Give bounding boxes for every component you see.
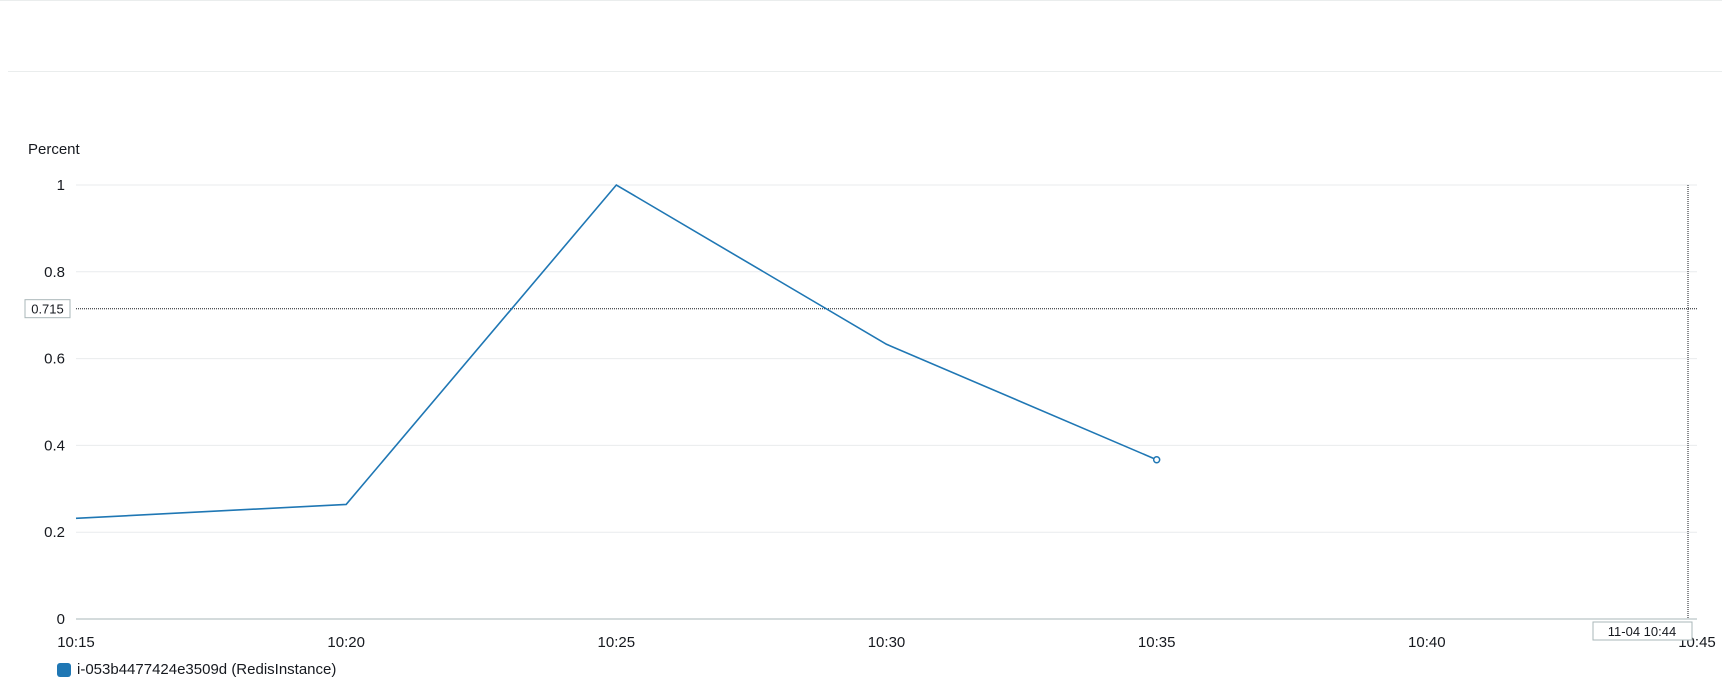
y-tick-label: 0: [57, 611, 65, 628]
x-tick-label: 10:20: [327, 634, 365, 651]
series-line: [75, 183, 1157, 520]
y-tick-label: 0.6: [44, 351, 65, 368]
chart-legend[interactable]: i-053b4477424e3509d (RedisInstance): [57, 661, 336, 678]
x-tick-label: 10:25: [598, 634, 636, 651]
x-tick-label: 10:15: [57, 634, 95, 651]
legend-series-label: i-053b4477424e3509d (RedisInstance): [77, 661, 337, 678]
x-tick-label: 10:35: [1138, 634, 1176, 651]
y-tick-label: 0.8: [44, 264, 65, 281]
top-edge-line: [0, 0, 1722, 1]
y-axis-unit-label: Percent: [28, 141, 80, 158]
x-tick-label: 10:30: [868, 634, 906, 651]
x-tick-label: 10:40: [1408, 634, 1446, 651]
crosshair-y-value: 0.715: [31, 302, 64, 317]
crosshair-x-time: 11-04 10:44: [1608, 624, 1676, 639]
legend-swatch: [57, 662, 71, 677]
y-tick-label: 0.4: [44, 437, 65, 454]
series-last-point: [1152, 455, 1161, 464]
y-tick-label: 1: [57, 177, 65, 194]
header-divider: [8, 71, 1722, 72]
crosshair-y-box: [24, 299, 71, 319]
crosshair-x-box: [1592, 621, 1693, 641]
y-tick-label: 0.2: [44, 524, 65, 541]
